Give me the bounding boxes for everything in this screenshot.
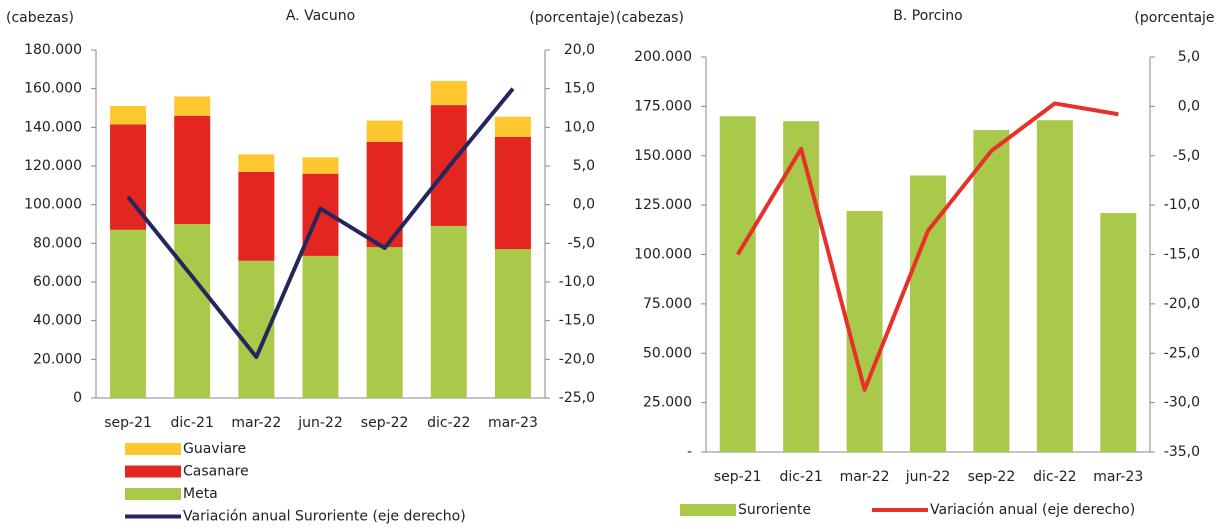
legend-label: Guaviare [183, 441, 246, 457]
bar [430, 225, 467, 398]
y-tick-label: 75.000 [643, 296, 692, 312]
legend-swatch [680, 504, 736, 516]
legend-label: Variación anual Suroriente (eje derecho) [183, 509, 466, 525]
bar [174, 224, 211, 398]
line-series [126, 87, 515, 360]
legend-label: Casanare [183, 464, 249, 480]
bar [302, 157, 339, 174]
x-tick-label: dic-21 [171, 415, 214, 431]
legend-label: Suroriente [738, 502, 811, 518]
x-tick-label: sep-21 [104, 415, 152, 431]
y2-tick-label: 5,0 [1178, 49, 1200, 65]
x-tick-label: mar-22 [840, 469, 890, 485]
y2-tick-label: -25,0 [559, 390, 595, 406]
y-tick-label: 100.000 [634, 247, 692, 263]
y2-tick-label: -5,0 [568, 235, 595, 251]
legend-swatch [125, 488, 181, 500]
bar [174, 115, 211, 224]
y-tick-label: 40.000 [33, 313, 82, 329]
x-tick-label: jun-22 [297, 415, 343, 431]
y2-tick-label: -20,0 [1164, 296, 1200, 312]
bar [238, 171, 275, 261]
bar [1036, 120, 1073, 452]
bar [846, 211, 883, 452]
y-tick-label: 60.000 [33, 274, 82, 290]
y2-tick-label: -10,0 [1164, 197, 1200, 213]
y-tick-label: - [687, 444, 692, 460]
bar [719, 116, 756, 452]
y2-tick-label: 10,0 [564, 119, 595, 135]
x-tick-label: jun-22 [905, 469, 951, 485]
bar [910, 175, 946, 452]
y2-tick-label: -15,0 [559, 313, 595, 329]
bar [783, 121, 820, 452]
x-tick-label: sep-21 [714, 469, 762, 485]
line-series [735, 101, 1119, 392]
y2-tick-label: -10,0 [559, 274, 595, 290]
bar [430, 80, 467, 106]
y-axis-label: (cabezas) [6, 10, 74, 26]
y2-tick-label: 20,0 [564, 42, 595, 58]
bar [494, 116, 531, 137]
y-axis-label: (cabezas) [616, 10, 684, 26]
y-tick-label: 140.000 [24, 119, 82, 135]
y-tick-label: 80.000 [33, 235, 82, 251]
y2-tick-label: -25,0 [1164, 345, 1200, 361]
bar [302, 255, 339, 398]
y-tick-label: 125.000 [634, 197, 692, 213]
chart-title: A. Vacuno [286, 8, 355, 24]
x-tick-label: mar-23 [488, 415, 538, 431]
y2-tick-label: -35,0 [1164, 444, 1200, 460]
y2-tick-label: 15,0 [564, 81, 595, 97]
x-tick-label: mar-22 [231, 415, 281, 431]
y2-tick-label: -20,0 [559, 351, 595, 367]
bar [494, 137, 531, 250]
y-tick-label: 200.000 [634, 49, 692, 65]
x-tick-label: dic-21 [779, 469, 822, 485]
legend-swatch [125, 465, 181, 478]
bar [174, 96, 211, 116]
y-tick-label: 25.000 [643, 395, 692, 411]
legend-label: Meta [183, 486, 218, 502]
bar [110, 106, 147, 125]
legend-label: Variación anual (eje derecho) [930, 502, 1135, 518]
y-tick-label: 180.000 [24, 42, 82, 58]
y2-tick-label: 0,0 [1178, 98, 1200, 114]
y-tick-label: 150.000 [634, 148, 692, 164]
y2-tick-label: -5,0 [1173, 148, 1200, 164]
y2-tick-label: -15,0 [1164, 247, 1200, 263]
y-tick-label: 100.000 [24, 197, 82, 213]
x-tick-label: dic-22 [1033, 469, 1076, 485]
legend-swatch [125, 443, 181, 455]
bar [238, 154, 275, 172]
bar [110, 229, 147, 398]
y-tick-label: 160.000 [24, 81, 82, 97]
y-tick-label: 175.000 [634, 98, 692, 114]
y-tick-label: 20.000 [33, 351, 82, 367]
y2-axis-label: (porcentaje) [1134, 10, 1216, 26]
y2-axis-label: (porcentaje) [529, 10, 615, 26]
x-tick-label: dic-22 [427, 415, 470, 431]
bar [973, 130, 1010, 452]
bar [366, 247, 403, 398]
bar [366, 120, 403, 142]
y-tick-label: 50.000 [643, 345, 692, 361]
bar [1100, 213, 1137, 452]
y-tick-label: 0 [73, 390, 82, 406]
y2-tick-label: 5,0 [573, 158, 595, 174]
x-tick-label: sep-22 [361, 415, 409, 431]
y-tick-label: 120.000 [24, 158, 82, 174]
x-tick-label: sep-22 [968, 469, 1016, 485]
chart-title: B. Porcino [893, 8, 963, 24]
bar [494, 249, 531, 398]
y2-tick-label: 0,0 [573, 197, 595, 213]
y2-tick-label: -30,0 [1164, 395, 1200, 411]
x-tick-label: mar-23 [1093, 469, 1143, 485]
